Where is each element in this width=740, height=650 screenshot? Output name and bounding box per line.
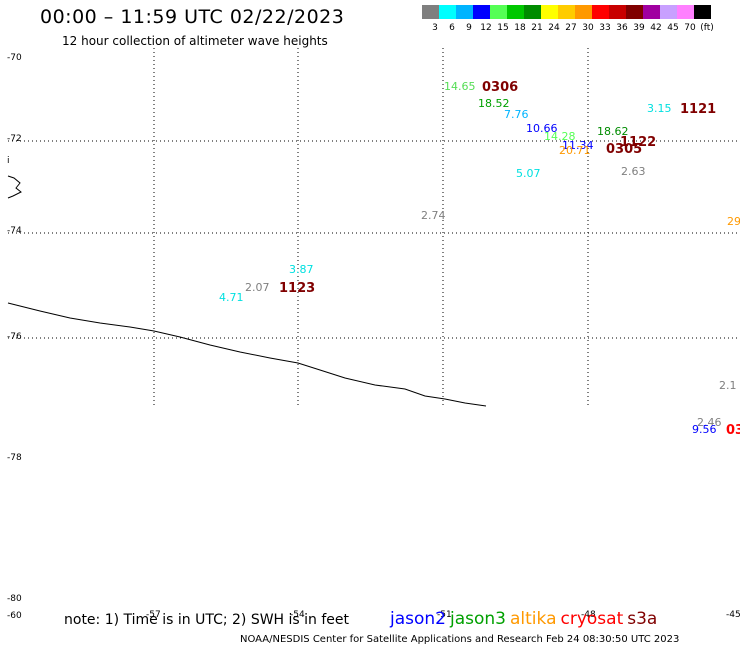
color-scale-legend: 3 6 9 12 15 18 21 24 27 30 33 36 39 42 45 70 (ft) — [422, 5, 714, 33]
edge-mark: i — [7, 156, 10, 166]
satellite-legend: jason2 jason3 altika cryosat s3a — [390, 609, 661, 629]
wave-height-value: 14.28 — [544, 130, 576, 143]
wave-height-value: 10.66 — [526, 122, 558, 135]
lon-label: -48 — [581, 610, 596, 620]
wave-height-value: 2.07 — [245, 281, 270, 294]
legend-swatch — [677, 5, 694, 19]
wave-height-value: 11.34 — [562, 139, 594, 152]
wave-height-value: 18.52 — [478, 97, 510, 110]
satellite-name: cryosat — [560, 609, 624, 629]
legend-label: 39 — [633, 23, 645, 33]
legend-swatches — [422, 5, 711, 19]
lat-label: -60 — [7, 611, 22, 621]
wave-height-value: 5.07 — [516, 167, 541, 180]
lon-label: -54 — [290, 610, 305, 620]
lat-label: -76 — [7, 332, 22, 342]
legend-swatch — [609, 5, 626, 19]
wave-height-value: 7.76 — [504, 108, 529, 121]
pass-time-label: 03 — [726, 423, 740, 438]
legend-swatch — [473, 5, 490, 19]
footer-note: note: 1) Time is in UTC; 2) SWH is in fe… — [64, 612, 350, 628]
legend-swatch — [558, 5, 575, 19]
graticule — [8, 48, 740, 408]
satellite-name: s3a — [627, 609, 658, 629]
wave-height-value: 3.87 — [289, 263, 314, 276]
lat-label: -72 — [7, 134, 22, 144]
legend-label: 42 — [650, 23, 662, 33]
legend-label: 45 — [667, 23, 679, 33]
legend-swatch — [575, 5, 592, 19]
pass-time-label: 1123 — [279, 281, 315, 296]
legend-label: 18 — [514, 23, 526, 33]
wave-height-value: 3.15 — [647, 102, 672, 115]
legend-swatch — [643, 5, 660, 19]
legend-label: 27 — [565, 23, 577, 33]
pass-time-label: 0305 — [606, 142, 642, 157]
legend-swatch — [694, 5, 711, 19]
page-title: 00:00 – 11:59 UTC 02/22/2023 — [40, 6, 345, 28]
footer-credit: NOAA/NESDIS Center for Satellite Applica… — [240, 634, 680, 645]
legend-labels: 3 6 9 12 15 18 21 24 27 30 33 36 39 42 45 70 (ft) — [422, 23, 740, 37]
legend-label: 6 — [449, 23, 455, 33]
legend-label: 3 — [432, 23, 438, 33]
wave-height-value: 2.1 — [719, 379, 737, 392]
legend-swatch — [660, 5, 677, 19]
legend-swatch — [422, 5, 439, 19]
legend-label: 12 — [480, 23, 492, 33]
wave-height-value: 14.65 — [444, 80, 476, 93]
legend-label: 70 — [684, 23, 696, 33]
satellite-name: altika — [510, 609, 557, 629]
page-subtitle: 12 hour collection of altimeter wave hei… — [62, 34, 328, 48]
legend-label: 15 — [497, 23, 509, 33]
lon-label: -45 — [726, 610, 740, 620]
wave-height-value: 2.74 — [421, 209, 446, 222]
legend-swatch — [524, 5, 541, 19]
wave-height-value: 2.63 — [621, 165, 646, 178]
legend-label: 36 — [616, 23, 628, 33]
legend-unit: (ft) — [700, 23, 714, 33]
legend-swatch — [626, 5, 643, 19]
legend-swatch — [439, 5, 456, 19]
lon-label: -51 — [437, 610, 452, 620]
legend-label: 21 — [531, 23, 543, 33]
lat-label: -74 — [7, 226, 22, 236]
legend-swatch — [507, 5, 524, 19]
wave-height-value: 18.62 — [597, 125, 629, 138]
lon-label: -57 — [146, 610, 161, 620]
coastline — [7, 302, 487, 407]
wave-height-value: 20.71 — [559, 144, 591, 157]
legend-swatch — [456, 5, 473, 19]
satellite-name: jason2 — [390, 609, 446, 629]
lat-label: -70 — [7, 53, 22, 63]
wave-height-value: 9.56 — [692, 423, 717, 436]
coastline-fragment — [7, 175, 22, 199]
satellite-name: jason3 — [450, 609, 506, 629]
legend-label: 9 — [466, 23, 472, 33]
wave-height-value: 4.71 — [219, 291, 244, 304]
lat-label: -78 — [7, 453, 22, 463]
legend-swatch — [541, 5, 558, 19]
legend-swatch — [490, 5, 507, 19]
pass-time-label: 0306 — [482, 80, 518, 95]
pass-time-label: 1121 — [680, 102, 716, 117]
pass-time-label: 1122 — [620, 135, 656, 150]
legend-label: 33 — [599, 23, 611, 33]
wave-height-value: 2.46 — [697, 416, 722, 429]
lat-label: -80 — [7, 594, 22, 604]
wave-height-value: 29 — [727, 215, 740, 228]
legend-swatch — [592, 5, 609, 19]
legend-label: 24 — [548, 23, 560, 33]
legend-label: 30 — [582, 23, 594, 33]
